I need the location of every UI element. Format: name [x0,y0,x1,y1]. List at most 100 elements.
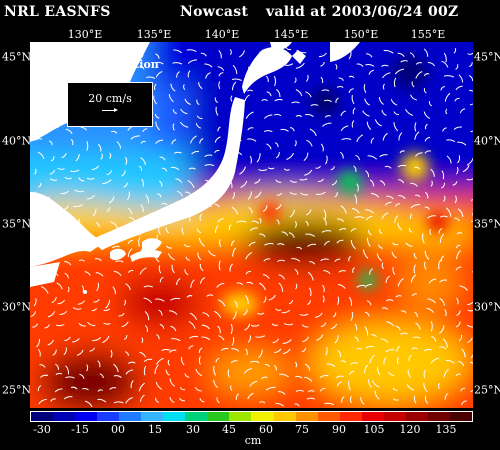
current-streak [231,240,235,247]
current-streak [275,179,282,183]
current-streak [231,206,239,215]
current-streak [439,233,445,244]
current-streak [340,125,349,132]
current-streak [247,66,250,77]
current-streak [165,369,170,376]
current-streak [111,130,118,134]
current-streak [109,387,117,390]
current-streak [340,110,346,117]
current-streak [110,221,119,229]
current-streak [106,170,113,176]
current-streak [171,264,175,274]
current-streak [230,385,233,391]
current-streak [247,335,251,343]
current-streak [100,47,111,50]
current-streak [306,139,313,147]
current-streak [386,299,394,302]
current-streak [127,207,132,215]
current-streak [360,397,365,405]
current-streak [440,255,445,262]
current-streak [158,309,163,316]
current-streak [127,248,133,257]
current-streak [400,60,408,63]
current-streak [229,179,233,189]
current-streak [276,219,280,225]
current-streak [142,128,148,133]
current-streak [307,243,317,247]
current-streak [64,272,69,279]
current-streak [144,324,148,333]
current-streak [196,99,200,106]
current-streak [414,131,420,140]
current-streak [258,282,266,291]
current-streak [167,359,170,366]
current-streak [51,233,60,236]
current-streak [264,363,270,367]
current-streak [265,75,269,83]
current-streak [438,259,441,270]
current-streak [143,297,153,304]
current-streak [430,357,440,364]
current-streak [374,390,380,400]
current-streak [323,99,332,103]
current-streak [65,128,73,135]
current-streak [423,73,430,77]
current-streak [414,311,418,317]
current-streak [78,177,85,182]
current-streak [348,75,355,79]
current-streak [231,348,240,352]
current-streak [455,373,461,377]
current-streak [262,274,270,279]
current-streak [37,112,42,117]
current-streak [155,255,160,263]
colorbar-swatch [251,412,274,421]
current-streak [295,283,298,290]
current-streak [216,397,220,404]
current-streak [227,369,230,378]
current-streak [37,385,42,392]
current-streak [396,357,400,365]
current-streak [130,380,134,389]
current-streak [470,389,473,393]
current-streak [411,293,417,297]
current-streak [197,252,202,261]
current-streak [321,230,332,233]
current-streak [64,336,71,341]
current-streak [263,296,267,303]
current-streak [53,222,58,230]
current-streak [393,122,399,132]
current-streak [295,89,303,97]
current-streak [410,94,417,101]
colorbar-tick: 45 [222,423,236,436]
current-streak [455,244,461,249]
current-streak [140,157,146,166]
current-streak [274,98,283,102]
colorbar-tick: 15 [148,423,162,436]
current-streak [213,310,222,319]
current-streak [165,227,170,234]
current-streak [169,378,175,387]
current-streak [442,127,447,132]
current-streak [441,182,446,189]
current-streak [456,310,461,316]
current-streak [199,213,203,222]
current-streak [231,81,237,91]
current-streak [351,207,360,214]
current-streak [409,213,413,220]
current-streak [348,50,352,60]
current-streak [266,91,272,97]
current-streak [365,345,374,349]
current-streak [126,191,130,201]
current-streak [161,167,168,172]
current-streak [195,368,203,377]
current-streak [427,61,436,67]
current-streak [288,300,294,305]
current-streak [318,52,327,58]
current-streak [257,312,265,315]
colorbar-swatch [361,412,384,421]
current-streak [322,284,325,293]
current-streak [201,336,211,341]
current-streak [285,47,292,51]
current-streak [218,299,226,307]
current-streak [94,258,102,262]
